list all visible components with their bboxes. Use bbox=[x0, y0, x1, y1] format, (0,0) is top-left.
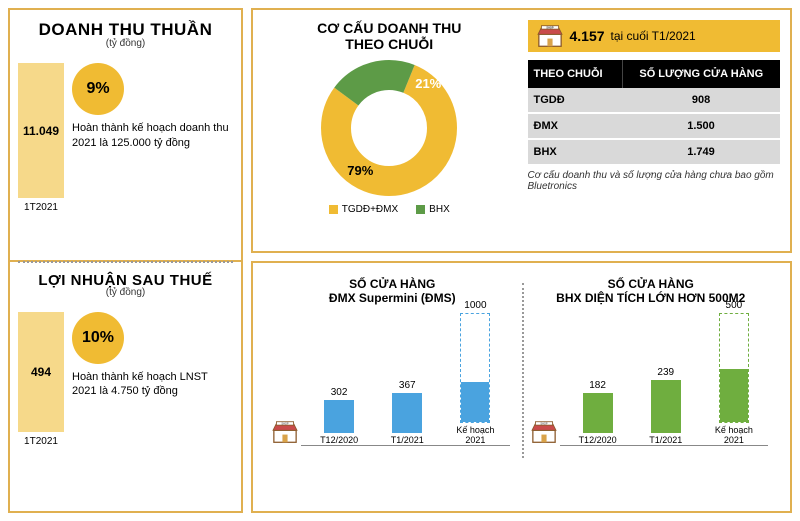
store-table-head-2: SỐ LƯỢNG CỬA HÀNG bbox=[622, 60, 780, 88]
donut-pct-bhx: 21% bbox=[415, 76, 441, 91]
bar bbox=[719, 313, 749, 423]
store-table-head-1: THEO CHUỖI bbox=[528, 60, 623, 88]
bar-label: T12/2020 bbox=[579, 436, 617, 446]
table-row: ĐMX1.500 bbox=[528, 113, 781, 139]
revenue-panel: DOANH THU THUẦN (tỷ đồng) 11.049 1T2021 … bbox=[8, 8, 243, 262]
bar-label: T1/2021 bbox=[649, 436, 682, 446]
donut-section: CƠ CẤU DOANH THU THEO CHUỖI 21% 79% TGDĐ… bbox=[263, 20, 516, 215]
profit-bar-label: 1T2021 bbox=[24, 436, 58, 447]
table-row: BHX1.749 bbox=[528, 139, 781, 164]
bar-label: T1/2021 bbox=[391, 436, 424, 446]
table-cell: 1.500 bbox=[622, 113, 780, 139]
revenue-bar-group: 11.049 1T2021 bbox=[18, 63, 64, 213]
bar bbox=[583, 393, 613, 433]
bar bbox=[460, 313, 490, 423]
bhx-chart: SHOP 182T12/2020239T1/2021500Kế hoạch 20… bbox=[530, 314, 773, 464]
table-cell: BHX bbox=[528, 139, 623, 164]
bar-label: Kế hoạch 2021 bbox=[709, 426, 759, 446]
bar bbox=[651, 380, 681, 433]
revenue-bar-label: 1T2021 bbox=[24, 202, 58, 213]
bar-group: 367 T1/2021 bbox=[382, 380, 432, 446]
top-right-panel: CƠ CẤU DOANH THU THEO CHUỖI 21% 79% TGDĐ… bbox=[251, 8, 792, 253]
profit-panel: LỢI NHUẬN SAU THUẾ (tỷ đồng) 494 1T2021 … bbox=[8, 262, 243, 514]
dmc-title-1: SỐ CỬA HÀNG bbox=[271, 277, 514, 291]
bar-group: 302 T12/2020 bbox=[314, 387, 364, 446]
profit-bar-group: 494 1T2021 bbox=[18, 312, 64, 447]
left-column: DOANH THU THUẦN (tỷ đồng) 11.049 1T2021 … bbox=[8, 8, 243, 513]
profit-desc: Hoàn thành kế hoạch LNST 2021 là 4.750 t… bbox=[72, 370, 233, 400]
profit-pct: 10% bbox=[82, 329, 114, 347]
revenue-pct: 9% bbox=[86, 80, 109, 98]
bar-group: 1000 Kế hoạch 2021 bbox=[450, 300, 500, 446]
dmc-chart-section: SỐ CỬA HÀNG ĐMX Supermini (ĐMS) SHOP 302… bbox=[263, 273, 522, 468]
table-cell: 1.749 bbox=[622, 139, 780, 164]
dashboard: DOANH THU THUẦN (tỷ đồng) 11.049 1T2021 … bbox=[8, 8, 792, 513]
profit-bar-value: 494 bbox=[31, 365, 51, 379]
bar-label: Kế hoạch 2021 bbox=[450, 426, 500, 446]
store-note: Cơ cấu doanh thu và số lượng cửa hàng ch… bbox=[528, 170, 781, 192]
bar-value: 182 bbox=[589, 380, 606, 391]
revenue-desc: Hoàn thành kế hoạch doanh thu 2021 là 12… bbox=[72, 121, 233, 151]
donut-title-1: CƠ CẤU DOANH THU bbox=[263, 20, 516, 36]
revenue-bar-value: 11.049 bbox=[23, 124, 59, 138]
donut-legend: TGDĐ+ĐMX BHX bbox=[263, 204, 516, 215]
svg-text:SHOP: SHOP bbox=[281, 421, 289, 425]
table-cell: ĐMX bbox=[528, 113, 623, 139]
store-total-badge: SHOP 4.157 tại cuối T1/2021 bbox=[528, 20, 781, 52]
legend-bhx: BHX bbox=[416, 204, 450, 215]
bhx-title-1: SỐ CỬA HÀNG bbox=[530, 277, 773, 291]
shop-icon: SHOP bbox=[271, 420, 299, 444]
svg-text:SHOP: SHOP bbox=[540, 421, 548, 425]
bar-value: 500 bbox=[726, 300, 743, 311]
store-table: THEO CHUỖI SỐ LƯỢNG CỬA HÀNG TGDĐ908ĐMX1… bbox=[528, 60, 781, 164]
bar bbox=[392, 393, 422, 433]
profit-pct-circle: 10% bbox=[72, 312, 124, 364]
table-cell: TGDĐ bbox=[528, 88, 623, 113]
bar-value: 239 bbox=[657, 367, 674, 378]
donut-pct-tgdd: 79% bbox=[347, 163, 373, 178]
store-total-value: 4.157 bbox=[570, 28, 605, 44]
store-count-section: SHOP 4.157 tại cuối T1/2021 THEO CHUỖI S… bbox=[528, 20, 781, 215]
donut-chart: 21% 79% bbox=[319, 58, 459, 198]
revenue-title: DOANH THU THUẦN bbox=[18, 20, 233, 40]
shop-icon: SHOP bbox=[530, 420, 558, 444]
legend-tgdd-label: TGDĐ+ĐMX bbox=[342, 204, 398, 215]
bar-value: 302 bbox=[331, 387, 348, 398]
bhx-chart-section: SỐ CỬA HÀNG BHX DIỆN TÍCH LỚN HƠN 500M2 … bbox=[522, 273, 781, 468]
table-cell: 908 bbox=[622, 88, 780, 113]
svg-text:SHOP: SHOP bbox=[546, 26, 554, 30]
bar-group: 182 T12/2020 bbox=[573, 380, 623, 446]
store-total-suffix: tại cuối T1/2021 bbox=[611, 29, 696, 43]
bar-value: 367 bbox=[399, 380, 416, 391]
bar-value: 1000 bbox=[464, 300, 486, 311]
donut-title-2: THEO CHUỖI bbox=[263, 36, 516, 52]
bar bbox=[324, 400, 354, 433]
bar-group: 500 Kế hoạch 2021 bbox=[709, 300, 759, 446]
table-row: TGDĐ908 bbox=[528, 88, 781, 113]
profit-bar: 494 bbox=[18, 312, 64, 432]
legend-tgdd: TGDĐ+ĐMX bbox=[329, 204, 398, 215]
dmc-chart: SHOP 302T12/2020367T1/20211000Kế hoạch 2… bbox=[271, 314, 514, 464]
shop-icon: SHOP bbox=[536, 24, 564, 48]
bar-group: 239 T1/2021 bbox=[641, 367, 691, 446]
bar-label: T12/2020 bbox=[320, 436, 358, 446]
profit-title: LỢI NHUẬN SAU THUẾ bbox=[18, 272, 233, 289]
revenue-pct-circle: 9% bbox=[72, 63, 124, 115]
legend-bhx-label: BHX bbox=[429, 204, 450, 215]
revenue-bar: 11.049 bbox=[18, 63, 64, 198]
bottom-right-panel: SỐ CỬA HÀNG ĐMX Supermini (ĐMS) SHOP 302… bbox=[251, 261, 792, 513]
